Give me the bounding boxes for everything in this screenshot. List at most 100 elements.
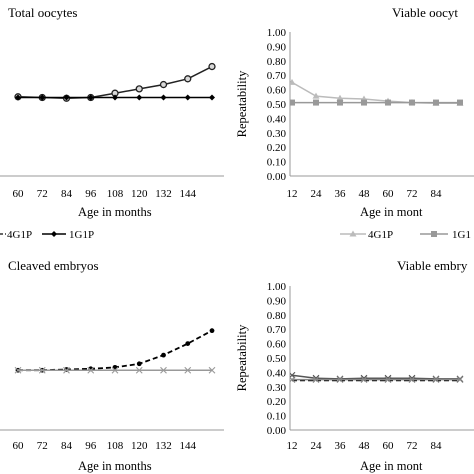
data-point <box>312 376 320 383</box>
x-tick-label: 120 <box>131 188 148 200</box>
data-point <box>184 94 191 101</box>
data-point <box>290 99 295 106</box>
x-tick-label: 48 <box>359 188 371 200</box>
y-tick-label: 0.70 <box>267 324 287 336</box>
data-point <box>160 94 167 101</box>
y-tick-label: 0.10 <box>267 157 287 169</box>
y-tick-label: 0.20 <box>267 396 287 408</box>
x-axis-label: Age in months <box>78 459 152 473</box>
data-point <box>136 94 143 101</box>
x-tick-label: 72 <box>407 188 418 200</box>
data-point <box>185 341 191 346</box>
data-point <box>290 376 296 383</box>
data-point <box>161 352 166 358</box>
x-tick-label: 96 <box>85 188 97 200</box>
chart-title: Total oocytes <box>8 5 78 20</box>
chart-title: Viable oocyt <box>392 5 458 20</box>
data-point <box>385 99 391 106</box>
legend-marker <box>51 231 57 237</box>
data-point <box>337 99 343 106</box>
data-point <box>312 92 320 99</box>
y-tick-label: 0.60 <box>267 85 287 97</box>
x-tick-label: 96 <box>85 440 97 452</box>
data-point <box>135 85 143 93</box>
data-point <box>112 94 118 101</box>
y-tick-label: 0.80 <box>267 56 287 68</box>
y-tick-label: 0.80 <box>267 310 287 322</box>
data-point <box>184 366 192 374</box>
y-tick-label: 0.60 <box>267 339 287 351</box>
x-tick-label: 84 <box>61 188 73 200</box>
y-axis-label: Repeatability <box>235 324 249 391</box>
data-point <box>384 376 392 383</box>
x-axis-label: Age in mont <box>360 205 423 219</box>
data-point <box>159 80 168 89</box>
series-group <box>14 62 216 102</box>
y-tick-label: 0.30 <box>267 128 287 140</box>
y-tick-label: 0.90 <box>267 41 287 53</box>
data-point <box>160 366 167 374</box>
x-tick-label: 12 <box>287 188 298 200</box>
data-point <box>361 99 367 106</box>
data-point <box>63 94 70 101</box>
x-tick-label: 24 <box>311 440 323 452</box>
chart-title: Cleaved embryos <box>8 258 99 273</box>
data-point <box>408 376 416 383</box>
x-tick-label: 84 <box>61 440 73 452</box>
data-point <box>456 376 464 383</box>
legend-label: 1G1 <box>452 229 471 241</box>
x-tick-label: 60 <box>13 188 25 200</box>
data-point <box>136 361 142 367</box>
x-tick-label: 36 <box>335 440 347 452</box>
y-tick-label: 0.50 <box>267 353 287 365</box>
data-point <box>15 94 21 101</box>
data-point <box>209 94 215 101</box>
x-tick-label: 12 <box>287 440 298 452</box>
x-tick-label: 144 <box>180 440 197 452</box>
data-point <box>63 366 70 374</box>
x-tick-label: 132 <box>155 440 172 452</box>
y-tick-label: 0.40 <box>267 113 287 125</box>
data-point <box>336 94 344 101</box>
data-point <box>457 99 463 106</box>
series-group <box>14 328 216 374</box>
legend-label: 4G1P <box>368 229 393 241</box>
x-tick-label: 132 <box>155 188 172 200</box>
x-tick-label: 108 <box>107 188 124 200</box>
data-point <box>39 94 46 101</box>
legend-label: 1G1P <box>69 229 94 241</box>
x-tick-label: 24 <box>311 188 323 200</box>
series-line <box>18 329 213 372</box>
chart-title: Viable embry <box>397 258 468 273</box>
data-point <box>360 376 368 383</box>
x-axis-label: Age in months <box>78 205 152 219</box>
data-point <box>38 366 46 374</box>
x-tick-label: 72 <box>37 440 48 452</box>
x-tick-label: 60 <box>383 440 395 452</box>
x-tick-label: 108 <box>107 440 124 452</box>
y-tick-label: 0.30 <box>267 382 287 394</box>
x-axis-label: Age in mont <box>360 459 423 473</box>
y-tick-label: 1.00 <box>267 281 287 293</box>
x-tick-label: 120 <box>131 440 148 452</box>
data-point <box>433 99 439 106</box>
x-tick-label: 48 <box>359 440 371 452</box>
y-tick-label: 0.40 <box>267 367 287 379</box>
data-point <box>313 99 319 106</box>
x-tick-label: 72 <box>37 188 48 200</box>
series-line <box>291 374 460 380</box>
data-point <box>87 366 95 374</box>
y-tick-label: 0.10 <box>267 411 287 423</box>
y-tick-label: 1.00 <box>267 27 287 39</box>
legend-marker <box>431 231 437 237</box>
y-axis-label: Repeatability <box>235 70 249 137</box>
data-point <box>14 366 22 374</box>
y-tick-label: 0.00 <box>267 171 287 183</box>
data-point <box>87 94 94 101</box>
series-group <box>290 78 464 106</box>
y-tick-label: 0.20 <box>267 142 287 154</box>
data-point <box>111 366 119 374</box>
data-point <box>409 99 415 106</box>
x-tick-label: 144 <box>180 188 197 200</box>
